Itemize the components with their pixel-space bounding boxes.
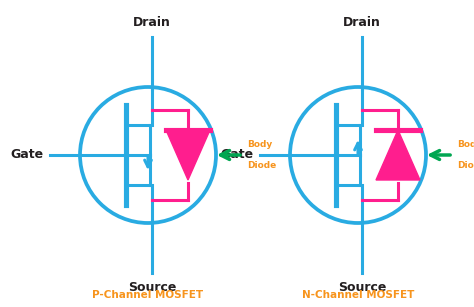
Text: Diode: Diode [457, 161, 474, 170]
Text: Gate: Gate [11, 149, 44, 161]
Polygon shape [376, 130, 420, 180]
Text: N-Channel MOSFET: N-Channel MOSFET [302, 290, 414, 300]
Text: Drain: Drain [343, 16, 381, 29]
Text: Gate: Gate [221, 149, 254, 161]
Polygon shape [166, 130, 210, 180]
Text: Diode: Diode [247, 161, 276, 170]
Text: Body: Body [457, 140, 474, 149]
Text: P-Channel MOSFET: P-Channel MOSFET [92, 290, 203, 300]
Text: Body: Body [247, 140, 272, 149]
Text: Drain: Drain [133, 16, 171, 29]
Text: Source: Source [338, 281, 386, 294]
Text: Source: Source [128, 281, 176, 294]
